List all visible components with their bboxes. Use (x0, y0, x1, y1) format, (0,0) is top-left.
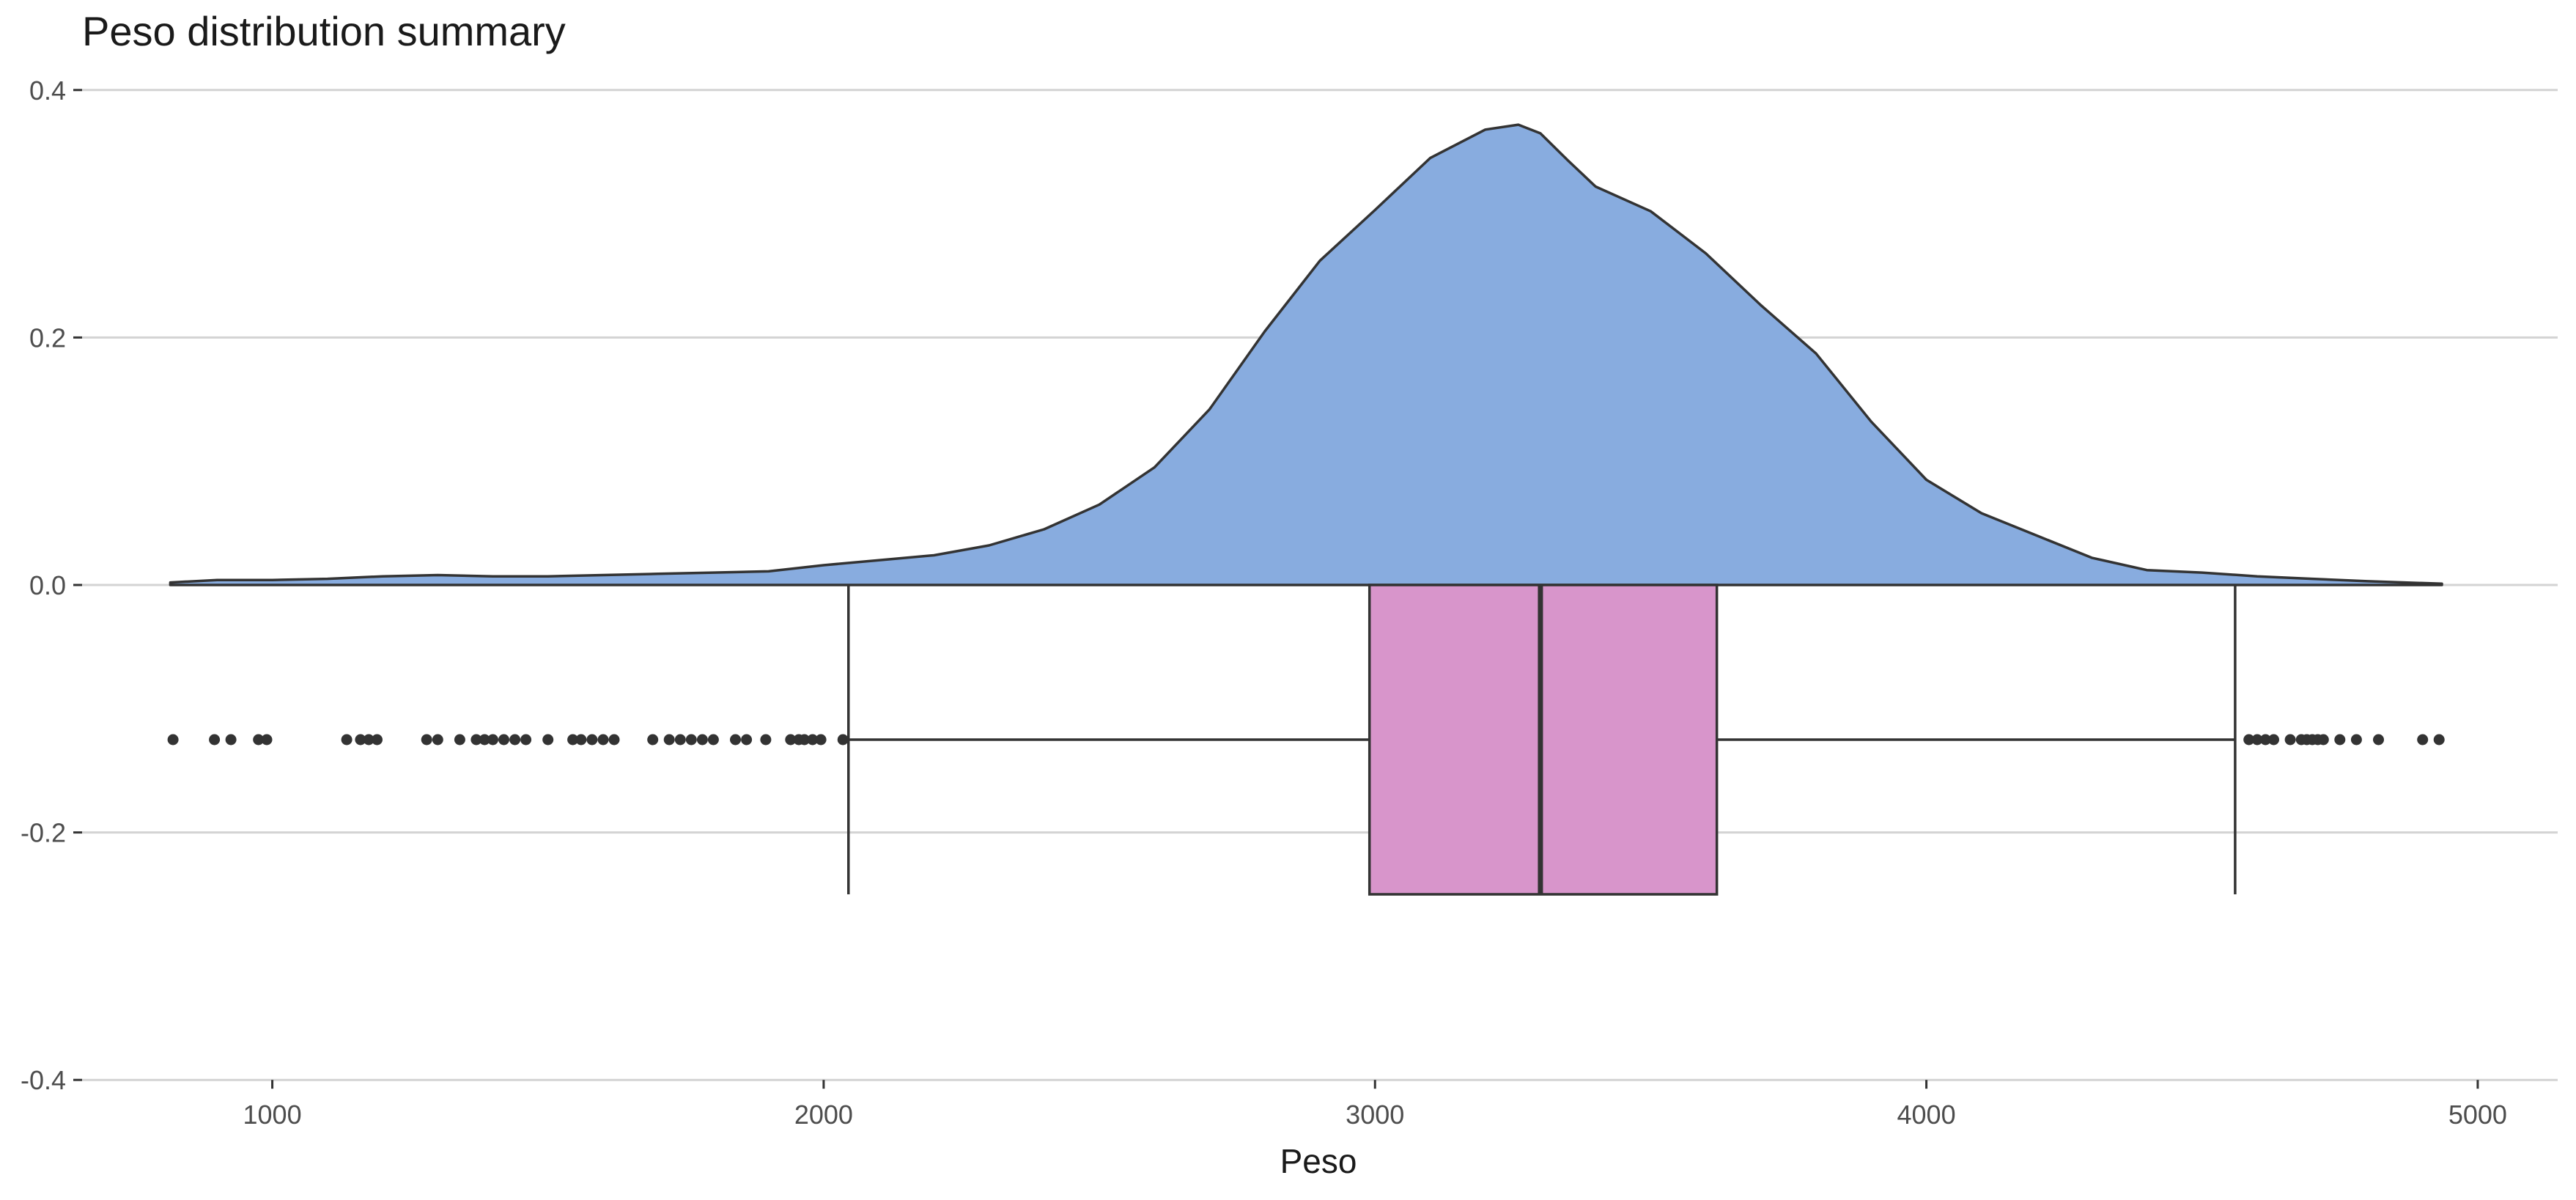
outlier-point (421, 734, 432, 746)
y-tick-label: -0.4 (21, 1065, 66, 1095)
outlier-point (575, 734, 587, 746)
outlier-point (2373, 734, 2384, 746)
outlier-point (586, 734, 598, 746)
outlier-point (479, 734, 490, 746)
outlier-point (674, 734, 686, 746)
x-tick-label: 5000 (2448, 1100, 2507, 1130)
outlier-point (509, 734, 521, 746)
outlier-point (470, 734, 482, 746)
outlier-point (520, 734, 532, 746)
outlier-point (608, 734, 620, 746)
density-area (169, 123, 2443, 586)
outlier-point (647, 734, 659, 746)
x-axis: 1000 2000 3000 4000 5000 (243, 1080, 2507, 1130)
outlier-point (799, 734, 811, 746)
x-tick-label: 2000 (794, 1100, 853, 1130)
outlier-point (567, 734, 579, 746)
outlier-point (542, 734, 554, 746)
outlier-point (730, 734, 741, 746)
outlier-point (498, 734, 509, 746)
outlier-point (785, 734, 797, 746)
density-curve (169, 123, 2443, 586)
outlier-point (2284, 734, 2296, 746)
outlier-point (372, 734, 383, 746)
outlier-point (2268, 734, 2279, 746)
outlier-points (167, 734, 2445, 746)
outlier-point (363, 734, 374, 746)
outlier-point (261, 734, 273, 746)
y-tick-label: 0.4 (29, 76, 66, 106)
outlier-point (432, 734, 443, 746)
outlier-point (707, 734, 719, 746)
chart-title: Peso distribution summary (82, 8, 566, 54)
outlier-point (663, 734, 675, 746)
outlier-point (2350, 734, 2362, 746)
box-iqr (1368, 584, 1719, 896)
outlier-point (341, 734, 353, 746)
y-tick-label: 0.2 (29, 323, 66, 353)
outlier-point (2433, 734, 2445, 746)
outlier-point (815, 734, 827, 746)
outlier-point (209, 734, 221, 746)
outlier-point (760, 734, 772, 746)
outlier-point (807, 734, 819, 746)
outlier-point (2243, 734, 2255, 746)
outlier-point (685, 734, 697, 746)
outlier-point (837, 734, 849, 746)
outlier-point (167, 734, 179, 746)
x-tick-label: 1000 (243, 1100, 302, 1130)
outlier-point (454, 734, 465, 746)
outlier-point (741, 734, 753, 746)
outlier-point (2251, 734, 2263, 746)
y-tick-label: -0.2 (21, 818, 66, 848)
outlier-point (597, 734, 609, 746)
outlier-point (2259, 734, 2271, 746)
outlier-point (2334, 734, 2346, 746)
outlier-point (2417, 734, 2429, 746)
outlier-point (2317, 734, 2329, 746)
outlier-point (253, 734, 265, 746)
outlier-point (487, 734, 498, 746)
x-tick-label: 3000 (1346, 1100, 1404, 1130)
x-tick-label: 4000 (1897, 1100, 1956, 1130)
outlier-point (696, 734, 708, 746)
x-axis-title: Peso (1280, 1142, 1357, 1180)
y-tick-label: 0.0 (29, 570, 66, 600)
outlier-point (355, 734, 366, 746)
outlier-point (225, 734, 237, 746)
boxplot (847, 584, 2237, 896)
y-axis: 0.4 0.2 0.0 -0.2 -0.4 (21, 76, 82, 1095)
